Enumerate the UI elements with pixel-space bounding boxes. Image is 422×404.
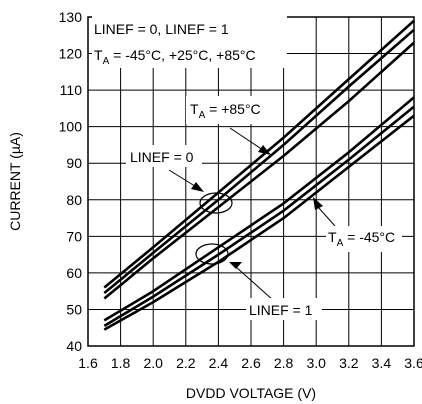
y-tick-labels: 40 50 60 70 80 90 100 110 120 130 [59, 9, 83, 354]
x-tick-label: 2.8 [274, 355, 294, 371]
cold-label: TA = -45°C [328, 229, 395, 249]
y-tick-label: 120 [59, 46, 83, 62]
y-tick-label: 130 [59, 9, 83, 25]
x-tick-label: 2.6 [241, 355, 261, 371]
linef1-label: LINEF = 1 [249, 302, 313, 318]
conditions-annotation: LINEF = 0, LINEF = 1 TA = -45°C, +25°C, … [92, 16, 287, 68]
y-tick-label: 40 [66, 338, 82, 354]
curves [103, 19, 415, 331]
linef0-leader [168, 169, 199, 189]
x-tick-label: 3.2 [339, 355, 359, 371]
hot-annotation: TA = +85°C [186, 96, 274, 155]
linef0-ellipse [199, 192, 233, 214]
y-tick-label: 50 [66, 301, 82, 317]
cold-annotation: TA = -45°C [313, 197, 402, 252]
conditions-line-2: TA = -45°C, +25°C, +85°C [94, 47, 256, 67]
linef0-arrowhead [191, 182, 204, 192]
y-tick-label: 60 [66, 265, 82, 281]
series-line-2 [103, 28, 415, 295]
y-tick-label: 110 [60, 82, 83, 98]
linef0-label: LINEF = 0 [130, 149, 194, 165]
hot-arrowhead [258, 145, 271, 155]
y-tick-label: 100 [59, 119, 83, 135]
series-line-1 [103, 19, 415, 289]
linef1-ellipse [195, 243, 229, 265]
y-axis-label: CURRENT (µA) [7, 132, 23, 231]
conditions-box-bg [92, 16, 287, 68]
linef1-annotation: LINEF = 1 [195, 243, 322, 320]
x-tick-label: 1.8 [111, 355, 131, 371]
x-tick-label: 2.4 [209, 355, 229, 371]
hot-label: TA = +85°C [190, 101, 261, 121]
x-tick-labels: 1.6 1.8 2.0 2.2 2.4 2.6 2.8 3.0 3.2 3.4 3.6 [78, 355, 422, 371]
y-tick-label: 90 [66, 155, 82, 171]
x-axis-label: DVDD VOLTAGE (V) [186, 385, 316, 401]
x-tick-label: 3.4 [372, 355, 392, 371]
x-tick-label: 3.0 [306, 355, 326, 371]
cold-arrowhead [313, 197, 323, 210]
series-line-5 [103, 105, 415, 328]
hot-leader [229, 127, 267, 153]
cold-leader [317, 206, 336, 227]
x-tick-label: 3.6 [404, 355, 422, 371]
series-line-3 [103, 41, 415, 300]
y-tick-label: 80 [66, 192, 82, 208]
conditions-line-1: LINEF = 0, LINEF = 1 [94, 21, 229, 37]
y-tick-label: 70 [66, 228, 82, 244]
x-tick-label: 2.0 [143, 355, 163, 371]
x-tick-label: 2.2 [176, 355, 196, 371]
linef1-arrowhead [229, 262, 242, 269]
series-line-6 [103, 114, 415, 331]
linef0-annotation: LINEF = 0 [126, 145, 233, 214]
x-tick-label: 1.6 [78, 355, 98, 371]
series-line-4 [103, 96, 415, 322]
